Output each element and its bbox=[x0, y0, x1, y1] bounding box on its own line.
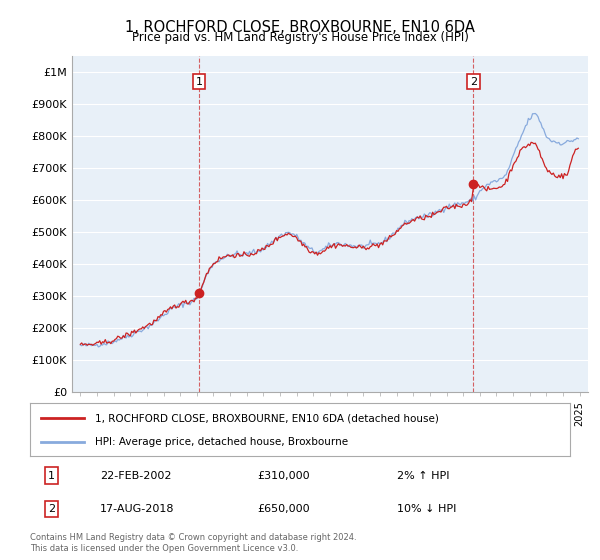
Text: 2: 2 bbox=[48, 504, 55, 514]
Text: 1, ROCHFORD CLOSE, BROXBOURNE, EN10 6DA (detached house): 1, ROCHFORD CLOSE, BROXBOURNE, EN10 6DA … bbox=[95, 413, 439, 423]
Text: 17-AUG-2018: 17-AUG-2018 bbox=[100, 504, 175, 514]
Text: Price paid vs. HM Land Registry's House Price Index (HPI): Price paid vs. HM Land Registry's House … bbox=[131, 31, 469, 44]
Text: HPI: Average price, detached house, Broxbourne: HPI: Average price, detached house, Brox… bbox=[95, 436, 348, 446]
Text: £650,000: £650,000 bbox=[257, 504, 310, 514]
Text: £310,000: £310,000 bbox=[257, 470, 310, 480]
Text: 1, ROCHFORD CLOSE, BROXBOURNE, EN10 6DA: 1, ROCHFORD CLOSE, BROXBOURNE, EN10 6DA bbox=[125, 20, 475, 35]
Text: 1: 1 bbox=[196, 77, 203, 87]
Text: Contains HM Land Registry data © Crown copyright and database right 2024.
This d: Contains HM Land Registry data © Crown c… bbox=[30, 533, 356, 553]
Text: 2% ↑ HPI: 2% ↑ HPI bbox=[397, 470, 450, 480]
Text: 10% ↓ HPI: 10% ↓ HPI bbox=[397, 504, 457, 514]
Text: 1: 1 bbox=[48, 470, 55, 480]
Text: 22-FEB-2002: 22-FEB-2002 bbox=[100, 470, 172, 480]
Text: 2: 2 bbox=[470, 77, 477, 87]
